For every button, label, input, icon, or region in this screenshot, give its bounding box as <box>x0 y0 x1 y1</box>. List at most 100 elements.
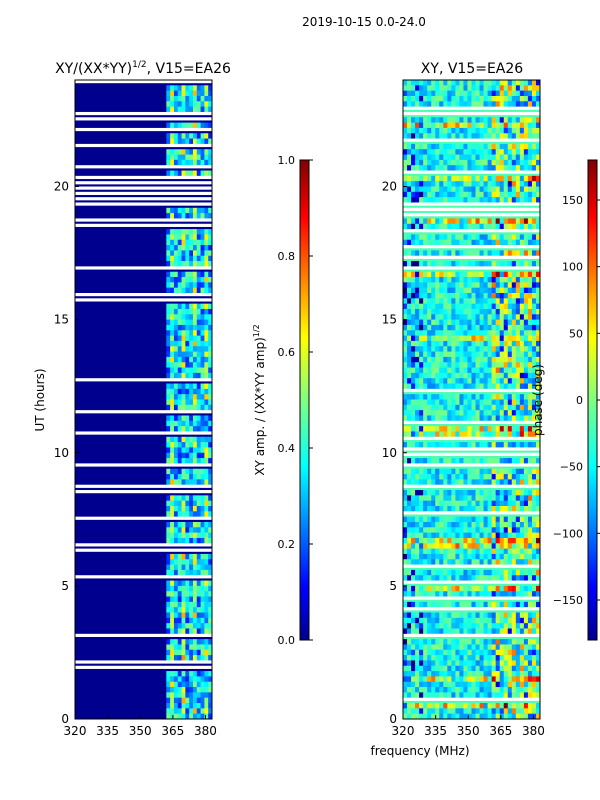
heatmap-cell <box>523 324 529 331</box>
heatmap-cell <box>431 234 436 241</box>
heatmap-cell <box>192 569 198 576</box>
heatmap-cell <box>447 90 452 97</box>
heatmap-cell <box>495 708 501 715</box>
heatmap-cell <box>208 138 212 145</box>
heatmap-cell <box>411 442 416 448</box>
heatmap-cell <box>181 649 186 656</box>
heatmap-cell <box>204 495 209 502</box>
heatmap-cell <box>499 149 505 155</box>
heatmap-cell <box>535 426 540 432</box>
heatmap-cell <box>208 511 212 518</box>
heatmap-cell <box>177 229 182 235</box>
heatmap-cell <box>451 468 456 475</box>
heatmap-cell <box>519 431 525 438</box>
heatmap-cell <box>166 495 171 502</box>
heatmap-cell <box>208 655 212 661</box>
heatmap-cell <box>487 271 493 278</box>
heatmap-cell <box>503 287 509 294</box>
heatmap-cell <box>483 569 489 576</box>
heatmap-cell <box>451 495 456 502</box>
heatmap-cell <box>407 521 412 528</box>
heatmap-cell <box>411 378 416 384</box>
heatmap-cell <box>423 516 428 523</box>
heatmap-cell <box>181 697 186 704</box>
heatmap-cell <box>463 532 468 539</box>
heatmap-cell <box>196 319 201 326</box>
heatmap-cell <box>427 681 432 688</box>
heatmap-cell <box>427 479 432 486</box>
heatmap-cell <box>503 490 509 496</box>
heatmap-cell <box>487 442 493 448</box>
heatmap-cell <box>475 703 480 709</box>
heatmap-cell <box>208 335 212 342</box>
heatmap-cell <box>192 564 198 571</box>
heatmap-cell <box>503 394 509 400</box>
heatmap-cell <box>419 516 424 523</box>
heatmap-cell <box>431 490 436 496</box>
heatmap-cell <box>447 324 452 331</box>
heatmap-cell <box>173 681 179 688</box>
heatmap-cell <box>483 490 489 496</box>
heatmap-cell <box>487 127 493 134</box>
heatmap-cell <box>170 149 175 155</box>
heatmap-cell <box>415 95 420 102</box>
heatmap-cell <box>515 601 521 608</box>
heatmap-cell <box>467 559 472 565</box>
heatmap-cell <box>475 543 480 549</box>
heatmap-cell <box>471 159 476 166</box>
heatmap-cell <box>527 85 533 92</box>
heatmap-gap-row <box>75 175 212 180</box>
heatmap-cell <box>523 261 529 267</box>
heatmap-cell <box>192 239 198 246</box>
heatmap-cell <box>487 186 493 193</box>
heatmap-cell <box>431 223 436 230</box>
heatmap-cell <box>411 223 416 230</box>
heatmap-cell <box>527 644 533 651</box>
heatmap-cell <box>483 356 489 363</box>
heatmap-cell <box>491 543 497 549</box>
heatmap-cell <box>495 367 501 374</box>
heatmap-cell <box>475 442 480 448</box>
heatmap-cell <box>173 447 179 454</box>
heatmap-cell <box>443 623 448 629</box>
heatmap-cell <box>407 282 412 289</box>
heatmap-cell <box>170 138 175 145</box>
heatmap-cell <box>177 362 182 368</box>
heatmap-cell <box>459 703 464 709</box>
heatmap-cell <box>415 479 420 486</box>
heatmap-cell <box>431 143 436 150</box>
heatmap-cell <box>170 277 175 283</box>
heatmap-cell <box>463 175 468 182</box>
heatmap-cell <box>411 85 416 92</box>
heatmap-cell <box>459 458 464 464</box>
heatmap-cell <box>181 495 186 502</box>
heatmap-cell <box>503 346 509 352</box>
heatmap-cell <box>487 394 493 400</box>
heatmap-cell <box>531 543 537 549</box>
heatmap-cell <box>170 303 175 310</box>
heatmap-cell <box>407 324 412 331</box>
heatmap-cell <box>166 703 171 709</box>
heatmap-cell <box>166 420 171 427</box>
heatmap-cell <box>503 548 509 555</box>
heatmap-cell <box>511 282 517 289</box>
heatmap-cell <box>185 703 190 709</box>
heatmap-cell <box>523 378 529 384</box>
heatmap-cell <box>415 367 420 374</box>
heatmap-cell <box>185 607 190 613</box>
heatmap-cell <box>173 367 179 374</box>
heatmap-cell <box>411 127 416 134</box>
heatmap-cell <box>419 282 424 289</box>
heatmap-cell <box>511 671 517 677</box>
heatmap-cell <box>459 399 464 406</box>
heatmap-cell <box>531 585 537 592</box>
heatmap-cell <box>423 356 428 363</box>
heatmap-cell <box>166 569 171 576</box>
heatmap-cell <box>181 628 186 635</box>
heatmap-cell <box>491 399 497 406</box>
heatmap-cell <box>455 319 460 326</box>
heatmap-gap-row <box>403 447 540 451</box>
heatmap-cell <box>200 569 205 576</box>
heatmap-cell <box>192 596 198 603</box>
heatmap-cell <box>192 394 198 400</box>
